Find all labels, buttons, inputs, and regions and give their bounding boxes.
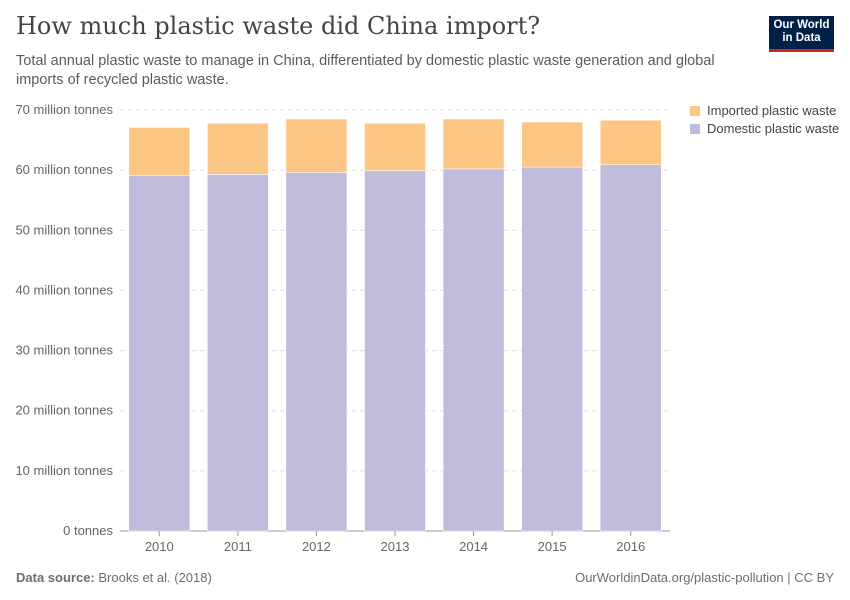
y-tick-label: 70 million tonnes: [15, 102, 113, 117]
bar-imported-plastic-waste: [521, 121, 583, 168]
legend-item-domestic[interactable]: Domestic plastic waste: [690, 121, 839, 136]
y-tick-label: 50 million tonnes: [15, 222, 113, 237]
data-source: Data source: Brooks et al. (2018): [16, 570, 212, 585]
bar-imported-plastic-waste: [207, 122, 269, 175]
y-tick-label: 10 million tonnes: [15, 463, 113, 478]
bar-domestic-plastic-waste: [364, 170, 426, 532]
y-tick-label: 60 million tonnes: [15, 162, 113, 177]
bar-domestic-plastic-waste: [285, 172, 348, 532]
y-tick-label: 40 million tonnes: [15, 282, 113, 297]
y-tick-label: 20 million tonnes: [15, 403, 113, 418]
bar-imported-plastic-waste: [285, 118, 348, 173]
x-tick-label: 2015: [538, 539, 567, 554]
legend-swatch: [690, 105, 700, 116]
legend-label: Domestic plastic waste: [707, 121, 840, 136]
source-link[interactable]: OurWorldinData.org/plastic-pollution | C…: [575, 570, 834, 585]
bar-imported-plastic-waste: [442, 118, 505, 170]
owid-logo[interactable]: Our World in Data: [769, 16, 834, 52]
bar-domestic-plastic-waste: [207, 174, 269, 532]
x-tick-label: 2016: [616, 539, 645, 554]
chart-subtitle: Total annual plastic waste to manage in …: [16, 53, 715, 88]
x-tick-label: 2011: [224, 539, 252, 554]
bar-domestic-plastic-waste: [442, 168, 505, 532]
x-tick-label: 2012: [302, 539, 331, 554]
chart-title: How much plastic waste did China import?: [16, 12, 541, 40]
bar-domestic-plastic-waste: [521, 166, 583, 532]
legend-swatch: [690, 123, 700, 134]
bar-imported-plastic-waste: [128, 127, 191, 176]
x-tick-label: 2010: [145, 539, 174, 554]
y-tick-label: 30 million tonnes: [15, 343, 113, 358]
legend-label: Imported plastic waste: [707, 103, 837, 118]
bar-imported-plastic-waste: [364, 122, 426, 171]
bar-domestic-plastic-waste: [128, 175, 191, 532]
x-tick-label: 2013: [381, 539, 410, 554]
y-tick-label: 0 tonnes: [63, 523, 113, 538]
bar-domestic-plastic-waste: [599, 164, 662, 532]
legend-item-imported[interactable]: Imported plastic waste: [690, 103, 836, 118]
bar-imported-plastic-waste: [599, 119, 662, 165]
x-tick-label: 2014: [459, 539, 488, 554]
